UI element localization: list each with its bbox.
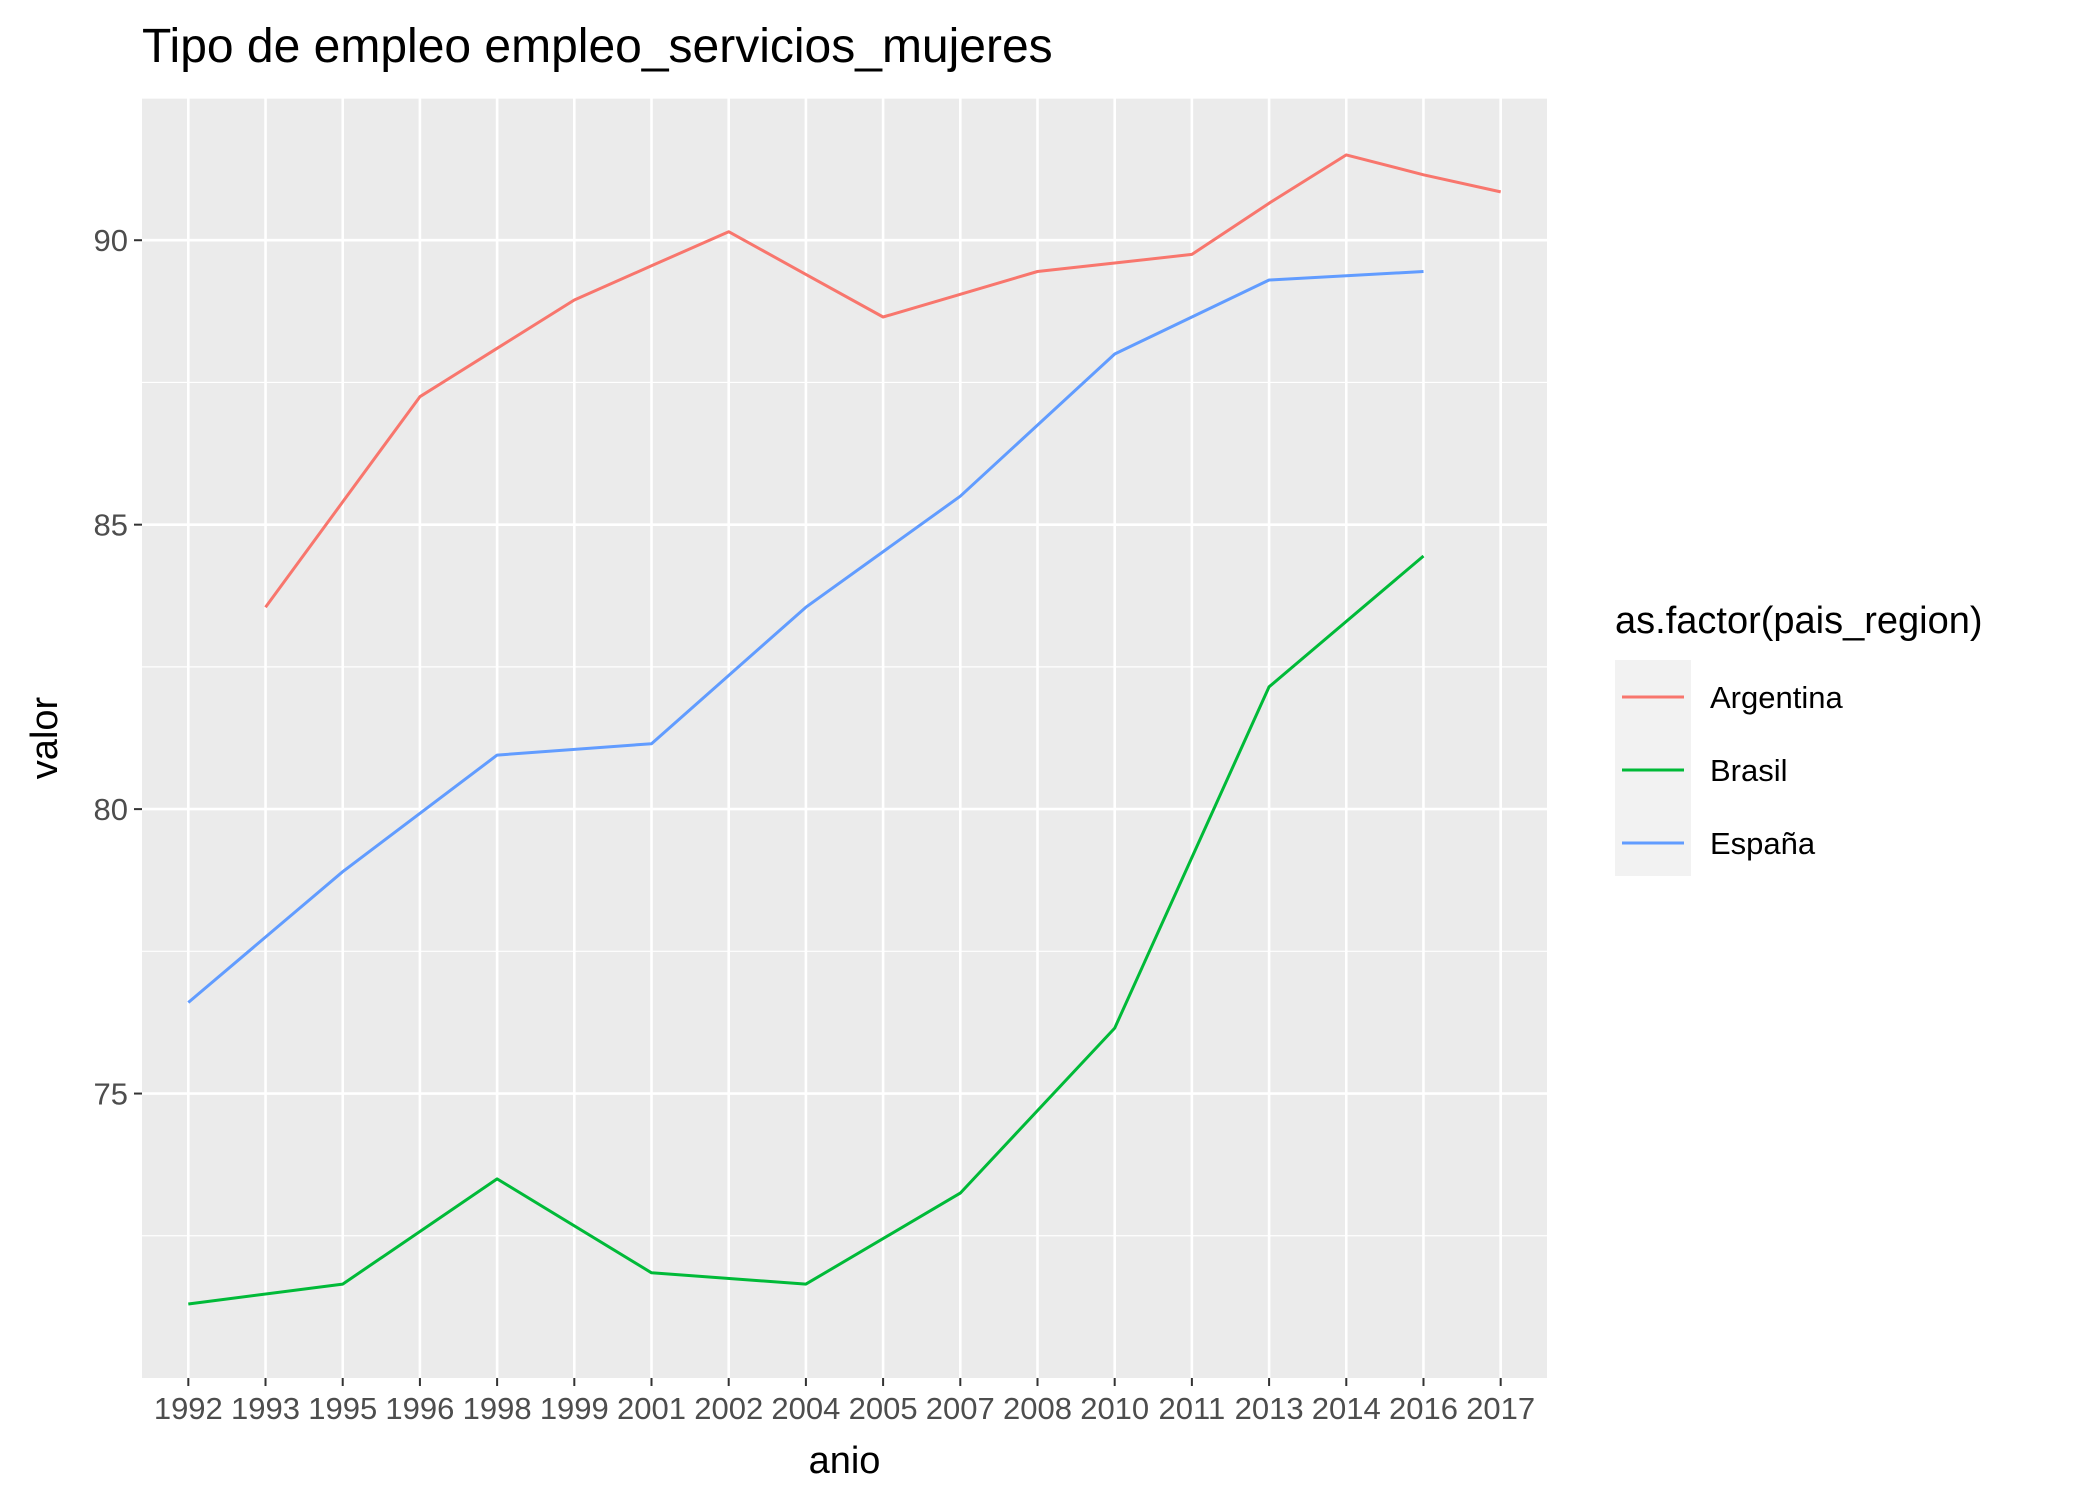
x-tick-label: 2002 bbox=[694, 1391, 763, 1426]
series-line-espa-a bbox=[187, 270, 1424, 1004]
legend-label: Brasil bbox=[1710, 753, 1788, 788]
x-tick-label: 2014 bbox=[1312, 1391, 1381, 1426]
minor-gridlines bbox=[142, 97, 1547, 1237]
y-tick-label: 80 bbox=[94, 792, 128, 827]
x-tick-label: 2016 bbox=[1389, 1391, 1458, 1426]
x-tick-label: 1993 bbox=[231, 1391, 300, 1426]
legend-title: as.factor(pais_region) bbox=[1615, 600, 1983, 642]
major-gridlines bbox=[142, 98, 1547, 1378]
y-axis: 75 80 85 90 bbox=[94, 223, 142, 1112]
y-tick-label: 75 bbox=[94, 1077, 128, 1112]
x-tick-label: 2017 bbox=[1466, 1391, 1535, 1426]
series-line-argentina bbox=[264, 153, 1502, 609]
legend-label: Argentina bbox=[1710, 680, 1843, 715]
x-tick-label: 2013 bbox=[1235, 1391, 1304, 1426]
x-tick-label: 1995 bbox=[308, 1391, 377, 1426]
x-tick-label: 1998 bbox=[463, 1391, 532, 1426]
legend-label: España bbox=[1710, 826, 1816, 861]
x-tick-label: 2004 bbox=[771, 1391, 840, 1426]
plot-panel bbox=[142, 98, 1547, 1378]
x-axis-title: anio bbox=[809, 1440, 881, 1482]
series-lines bbox=[187, 153, 1502, 1306]
x-axis: 1992 1993 1995 1996 1998 1999 2001 2002 2004 2005… bbox=[154, 1378, 1535, 1426]
y-tick-label: 90 bbox=[94, 223, 128, 258]
x-tick-label: 2010 bbox=[1080, 1391, 1149, 1426]
x-tick-label: 2005 bbox=[849, 1391, 918, 1426]
x-tick-label: 1996 bbox=[385, 1391, 454, 1426]
chart-title: Tipo de empleo empleo_servicios_mujeres bbox=[142, 20, 1053, 73]
x-tick-label: 1992 bbox=[154, 1391, 223, 1426]
x-tick-label: 2007 bbox=[926, 1391, 995, 1426]
x-tick-label: 2001 bbox=[617, 1391, 686, 1426]
legend: as.factor(pais_region) Argentina Brasil Es… bbox=[1615, 600, 1983, 876]
x-tick-label: 1999 bbox=[540, 1391, 609, 1426]
y-axis-title: valor bbox=[24, 696, 66, 779]
series-line-brasil bbox=[188, 554, 1425, 1306]
x-tick-label: 2008 bbox=[1003, 1391, 1072, 1426]
y-tick-label: 85 bbox=[94, 508, 128, 543]
x-tick-label: 2011 bbox=[1159, 1391, 1226, 1426]
